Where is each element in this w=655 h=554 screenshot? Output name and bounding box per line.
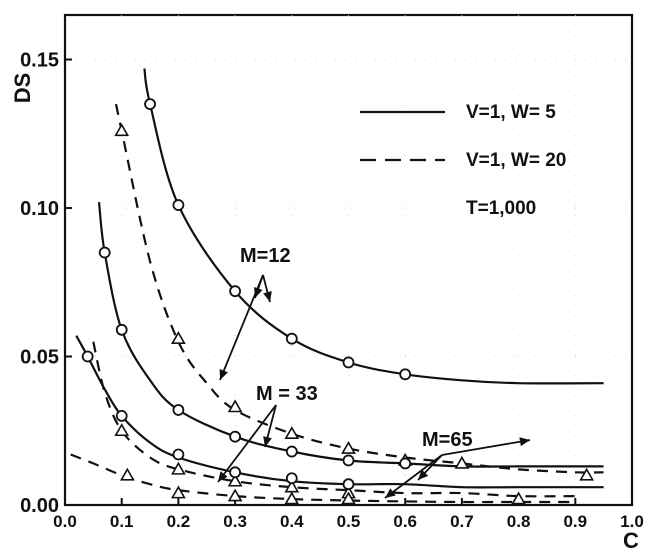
y-tick-label: 0.05 [20, 347, 59, 369]
series-m33-solid-point [115, 323, 128, 336]
annotation-m12: M=12 [240, 245, 291, 267]
series-m65-dashed-point [119, 467, 135, 481]
x-tick-label: 0.6 [393, 512, 417, 531]
x-tick-label: 0.1 [110, 512, 134, 531]
series-m12-solid-point [229, 285, 242, 298]
y-tick-label: 0.00 [20, 495, 59, 517]
annotation-m65: M=65 [422, 429, 473, 451]
x-axis-label: C [623, 528, 639, 553]
annotation-m33: M = 33 [256, 383, 318, 405]
series-m65-solid-point [172, 448, 185, 461]
legend-label-dashed: V=1, W= 20 [466, 150, 566, 171]
series-m33-dashed-point [171, 461, 186, 475]
series-m65-dashed-point [511, 491, 526, 505]
annotation-arrow-shaft [384, 454, 443, 499]
annotation-arrow-head [519, 437, 530, 447]
y-axis-label: DS [10, 73, 35, 104]
x-tick-label: 0.0 [53, 512, 77, 531]
series-m12-solid-point [285, 332, 298, 345]
series-m65-solid-line [75, 335, 604, 489]
series-m12-solid-point [342, 356, 355, 369]
x-tick-label: 0.9 [563, 512, 587, 531]
annotation-arrows [217, 274, 531, 499]
series-m65-dashed-point [227, 488, 243, 502]
tick-labels: 0.0 0.1 0.2 0.3 0.4 0.5 0.6 0.7 0.8 0.9 1.0 0.00 0.0… [20, 50, 644, 531]
y-tick-label: 0.10 [20, 198, 59, 220]
x-tick-label: 0.7 [450, 512, 474, 531]
axis-ticks [64, 58, 633, 506]
series-m12-solid-point [172, 199, 185, 211]
annotation-arrow-head [418, 469, 429, 480]
annotations: M=12 M = 33 M=65 [240, 245, 473, 451]
series-m12-solid-line [143, 68, 604, 385]
annotation-arrow-head [219, 369, 228, 380]
series-m33-solid-point [399, 457, 412, 470]
annotation-arrow-head [254, 287, 263, 298]
series-curves [70, 68, 604, 504]
x-tick-label: 0.4 [280, 512, 304, 531]
series-m12-dashed-line [114, 103, 604, 474]
x-tick-label: 0.2 [167, 512, 191, 531]
series-m12-solid-point [144, 98, 156, 110]
series-m65-solid-point [81, 350, 94, 363]
series-m33-solid-point [172, 404, 185, 416]
x-tick-label: 0.8 [507, 512, 531, 531]
legend-note: T=1,000 [466, 198, 536, 219]
series-m65-solid-point [229, 466, 242, 479]
series-m33-solid-point [342, 454, 355, 467]
series-m33-solid-point [285, 445, 298, 458]
series-m12-solid-point [399, 368, 412, 381]
series-m65-dashed-point [171, 485, 186, 499]
annotation-arrow-shaft [441, 439, 531, 456]
annotation-arrow-shaft [217, 404, 277, 483]
series-m33-dashed-point [227, 473, 243, 487]
series-m33-dashed-line [92, 341, 576, 498]
series-m12-dashed-point [227, 399, 243, 413]
legend-label-solid: V=1, W= 5 [466, 102, 556, 123]
series-m65-dashed-point [341, 491, 356, 505]
series-m65-solid-point [342, 478, 355, 491]
annotation-arrow-head [385, 488, 396, 498]
series-m65-solid-point [115, 410, 128, 422]
series-m65-solid-point [285, 472, 298, 485]
series-m12-dashed-point [341, 440, 356, 454]
series-m33-solid-point [229, 430, 242, 443]
annotation-arrow-head [263, 291, 272, 302]
series-m65-dashed-line [70, 453, 576, 504]
annotation-arrow-head [263, 436, 272, 447]
series-m12-dashed-point [114, 123, 130, 137]
series-m33-solid-line [97, 201, 604, 468]
series-m12-dashed-point [171, 331, 186, 344]
annotation-arrow-head [218, 471, 228, 482]
x-tick-label: 0.3 [223, 512, 247, 531]
y-tick-label: 0.15 [20, 50, 59, 72]
legend: V=1, W= 5 V=1, W= 20 T=1,000 [360, 102, 566, 219]
series-m33-dashed-point [114, 423, 130, 437]
series-m65-dashed-point [284, 491, 300, 505]
series-m12-dashed-point [454, 455, 470, 469]
x-tick-label: 0.5 [337, 512, 361, 531]
series-m33-solid-point [98, 246, 111, 259]
series-m12-dashed-point [579, 467, 595, 481]
x-tick-label: 1.0 [620, 512, 644, 531]
series-m12-dashed-point [284, 426, 300, 440]
series-markers [81, 98, 595, 505]
